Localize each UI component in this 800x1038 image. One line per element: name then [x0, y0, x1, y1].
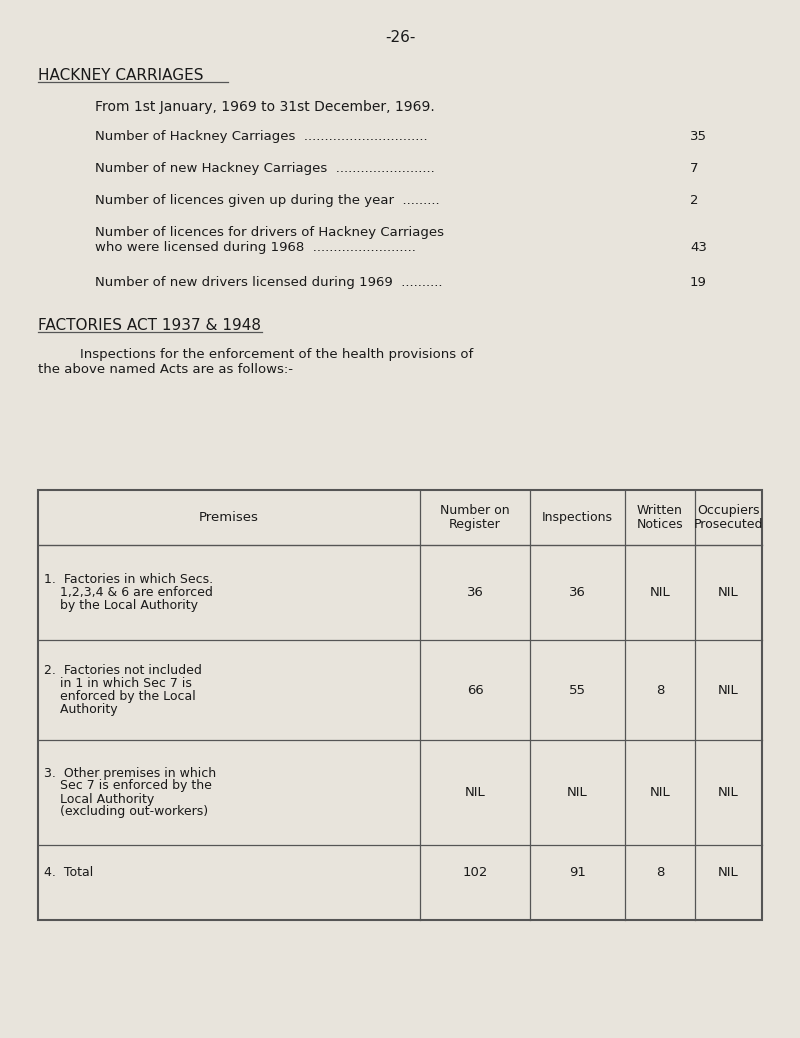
Text: 66: 66	[466, 683, 483, 696]
Text: NIL: NIL	[718, 866, 739, 879]
Text: 19: 19	[690, 276, 707, 289]
Text: Number of Hackney Carriages  ..............................: Number of Hackney Carriages ............…	[95, 130, 428, 143]
Text: Number of new drivers licensed during 1969  ..........: Number of new drivers licensed during 19…	[95, 276, 442, 289]
Text: 43: 43	[690, 241, 707, 254]
Text: NIL: NIL	[718, 586, 739, 599]
Text: 8: 8	[656, 866, 664, 879]
Text: 8: 8	[656, 683, 664, 696]
Text: Number of new Hackney Carriages  ........................: Number of new Hackney Carriages ........…	[95, 162, 434, 175]
Text: Occupiers: Occupiers	[698, 504, 760, 517]
Text: 4.  Total: 4. Total	[44, 866, 94, 879]
Text: NIL: NIL	[650, 586, 670, 599]
Text: From 1st January, 1969 to 31st December, 1969.: From 1st January, 1969 to 31st December,…	[95, 100, 434, 114]
Text: 91: 91	[569, 866, 586, 879]
Text: HACKNEY CARRIAGES: HACKNEY CARRIAGES	[38, 69, 203, 83]
Bar	[38, 490, 762, 920]
Text: 3.  Other premises in which: 3. Other premises in which	[44, 766, 216, 780]
Text: 55: 55	[569, 683, 586, 696]
Text: Number on: Number on	[440, 504, 510, 517]
Text: FACTORIES ACT 1937 & 1948: FACTORIES ACT 1937 & 1948	[38, 318, 261, 333]
Text: Sec 7 is enforced by the: Sec 7 is enforced by the	[44, 780, 212, 792]
Text: Register: Register	[449, 518, 501, 531]
Text: 1,2,3,4 & 6 are enforced: 1,2,3,4 & 6 are enforced	[44, 586, 213, 599]
Text: who were licensed during 1968  .........................: who were licensed during 1968 ..........…	[95, 241, 416, 254]
Text: NIL: NIL	[650, 786, 670, 799]
Text: 7: 7	[690, 162, 698, 175]
Text: Inspections: Inspections	[542, 511, 613, 524]
Text: NIL: NIL	[567, 786, 588, 799]
Text: Written: Written	[637, 504, 683, 517]
Text: 102: 102	[462, 866, 488, 879]
Text: -26-: -26-	[385, 30, 415, 45]
Text: 2: 2	[690, 194, 698, 207]
Text: enforced by the Local: enforced by the Local	[44, 690, 196, 703]
Text: Number of licences for drivers of Hackney Carriages: Number of licences for drivers of Hackne…	[95, 226, 444, 239]
Text: Local Authority: Local Authority	[44, 792, 154, 805]
Text: NIL: NIL	[465, 786, 486, 799]
Text: Prosecuted: Prosecuted	[694, 518, 763, 531]
Text: 1.  Factories in which Secs.: 1. Factories in which Secs.	[44, 573, 213, 586]
Text: 36: 36	[569, 586, 586, 599]
Text: Authority: Authority	[44, 703, 118, 716]
Text: in 1 in which Sec 7 is: in 1 in which Sec 7 is	[44, 677, 192, 690]
Text: Notices: Notices	[637, 518, 683, 531]
Text: NIL: NIL	[718, 683, 739, 696]
Text: Inspections for the enforcement of the health provisions of: Inspections for the enforcement of the h…	[80, 348, 474, 361]
Text: 35: 35	[690, 130, 707, 143]
Text: 2.  Factories not included: 2. Factories not included	[44, 664, 202, 677]
Text: NIL: NIL	[718, 786, 739, 799]
Text: Premises: Premises	[199, 511, 259, 524]
Text: by the Local Authority: by the Local Authority	[44, 599, 198, 612]
Text: (excluding out-workers): (excluding out-workers)	[44, 805, 208, 819]
Text: the above named Acts are as follows:-: the above named Acts are as follows:-	[38, 363, 293, 376]
Text: 36: 36	[466, 586, 483, 599]
Text: Number of licences given up during the year  .........: Number of licences given up during the y…	[95, 194, 440, 207]
